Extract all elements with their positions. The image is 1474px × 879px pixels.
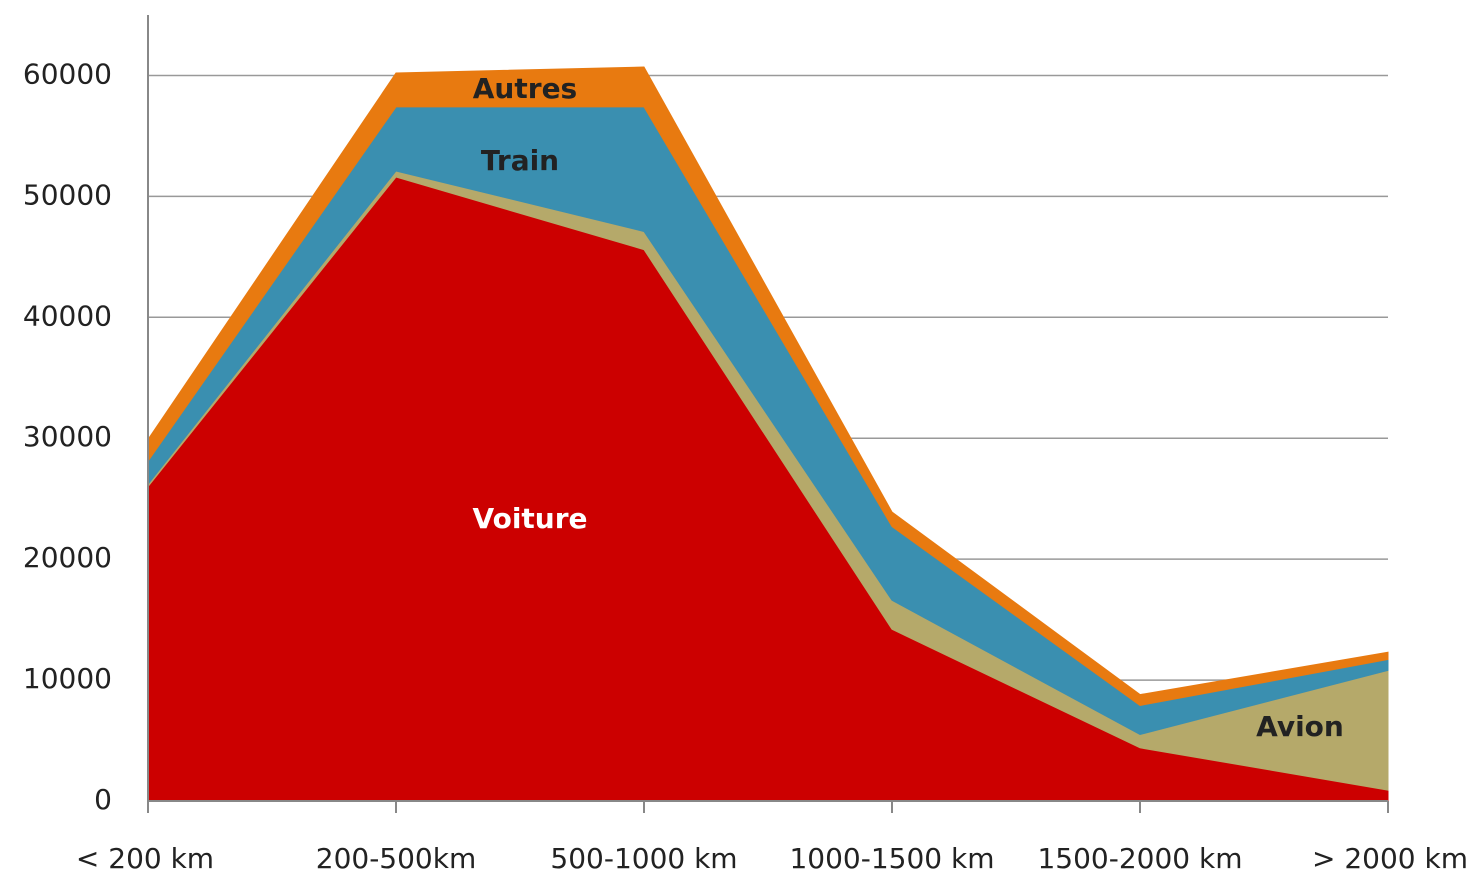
series-label: Voiture	[472, 502, 587, 535]
y-tick-label: 20000	[23, 541, 112, 574]
series-label: Train	[481, 144, 559, 177]
x-tick-label: < 200 km	[76, 842, 214, 875]
y-tick-label: 10000	[23, 662, 112, 695]
y-tick-label: 0	[94, 783, 112, 816]
y-tick-label: 40000	[23, 299, 112, 332]
x-tick-label: 500-1000 km	[550, 842, 737, 875]
x-tick-label: 1500-2000 km	[1037, 842, 1242, 875]
series-label: Autres	[473, 72, 577, 105]
x-tick-label: 1000-1500 km	[789, 842, 994, 875]
y-tick-label: 60000	[23, 57, 112, 90]
x-tick-label: > 2000 km	[1312, 842, 1468, 875]
area	[147, 66, 1389, 707]
y-tick-label: 50000	[23, 178, 112, 211]
series-label: Avion	[1256, 710, 1344, 743]
x-tick-label: 200-500km	[316, 842, 476, 875]
y-tick-label: 30000	[23, 420, 112, 453]
